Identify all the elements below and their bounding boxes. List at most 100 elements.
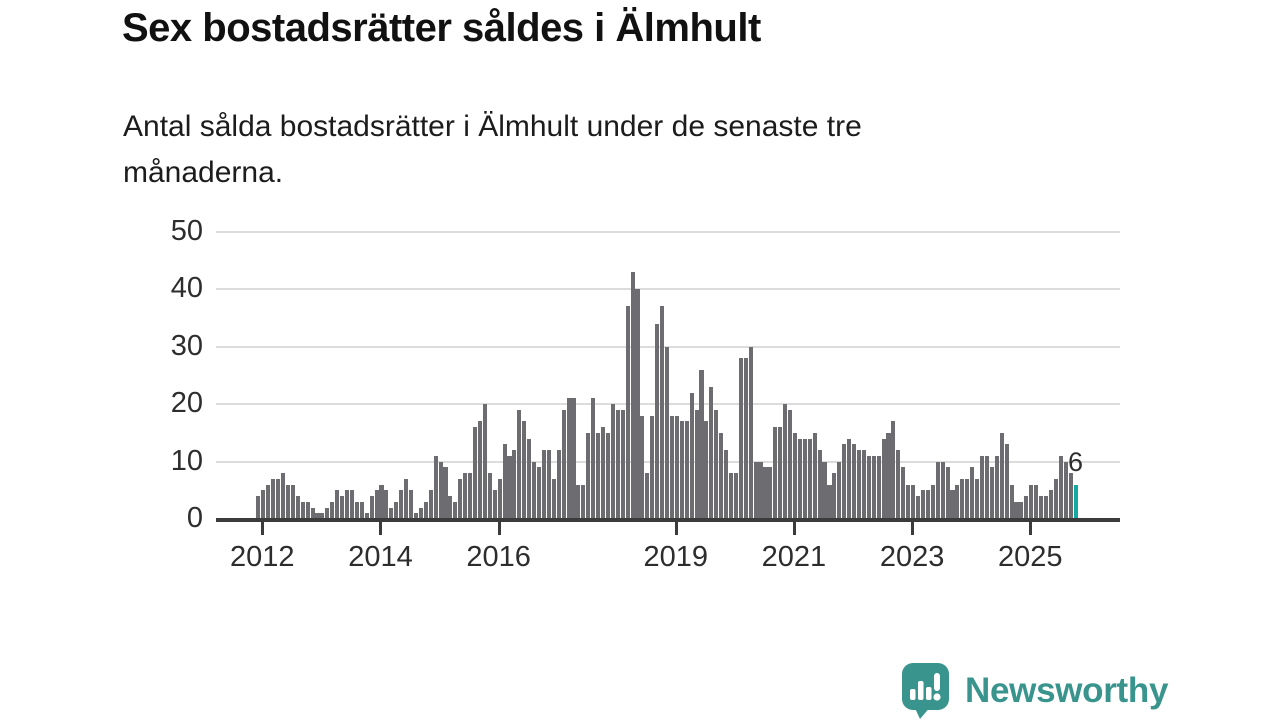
bar — [930, 484, 935, 519]
bar — [487, 473, 492, 519]
bar — [285, 484, 291, 519]
bar — [586, 432, 591, 519]
x-axis-label-2014: 2014 — [348, 541, 413, 573]
bar — [541, 450, 546, 519]
bar — [276, 478, 281, 519]
bar — [335, 490, 340, 519]
bar — [635, 289, 640, 519]
bar — [369, 496, 374, 519]
bar — [733, 473, 738, 519]
bar — [758, 461, 763, 519]
bar — [413, 513, 418, 519]
gridline-40 — [216, 288, 1120, 290]
bar — [955, 484, 960, 519]
bar — [561, 409, 566, 519]
gridline-50 — [216, 230, 1120, 233]
bar — [458, 478, 463, 519]
bar — [551, 478, 556, 519]
bar — [679, 421, 684, 519]
bar — [1048, 490, 1054, 519]
bar — [527, 438, 532, 519]
bar — [428, 490, 433, 519]
bar — [472, 427, 478, 519]
bar — [881, 438, 886, 519]
bar — [546, 450, 551, 519]
bar — [655, 323, 660, 519]
bar — [384, 490, 389, 519]
bar — [394, 501, 399, 519]
bar — [512, 450, 517, 519]
bar — [507, 455, 512, 519]
bar — [684, 421, 689, 519]
bar — [748, 346, 753, 519]
bar — [556, 450, 561, 519]
bar — [812, 432, 817, 519]
bar — [891, 421, 896, 519]
bar — [906, 484, 911, 519]
bar — [689, 392, 694, 519]
bar — [566, 398, 571, 519]
bar — [694, 409, 699, 519]
bar — [792, 432, 798, 519]
bar — [1053, 478, 1058, 519]
y-axis-label-20: 20 — [170, 387, 203, 419]
y-axis-label-10: 10 — [170, 444, 203, 477]
bar — [517, 409, 522, 519]
bar — [797, 438, 802, 519]
bar — [404, 478, 409, 519]
bar — [256, 496, 261, 519]
bar — [916, 496, 921, 519]
bar — [650, 415, 655, 519]
y-axis-label-30: 30 — [170, 329, 203, 362]
x-tick-2021 — [792, 522, 796, 535]
x-axis-label-2025: 2025 — [997, 541, 1063, 573]
bar — [817, 450, 822, 519]
bar — [1004, 444, 1009, 519]
bar — [911, 484, 916, 519]
bar — [379, 484, 384, 519]
bar — [832, 473, 837, 519]
bar — [856, 450, 862, 519]
bar — [1009, 484, 1014, 519]
bar — [975, 478, 980, 519]
bar — [359, 501, 364, 519]
bar — [320, 513, 325, 519]
bar — [399, 490, 404, 519]
bar — [901, 467, 906, 519]
bar — [935, 461, 940, 519]
bar — [807, 438, 812, 519]
x-tick-2012 — [261, 522, 265, 535]
bar — [847, 438, 852, 519]
bar — [300, 501, 305, 519]
bar — [980, 455, 985, 519]
newsworthy-logo[interactable]: Newsworthy — [901, 662, 1168, 720]
bar — [576, 484, 581, 519]
chart-subtitle: Antal sålda bostadsrätter i Älmhult unde… — [123, 104, 862, 196]
bar — [1029, 484, 1034, 519]
bar — [714, 409, 719, 519]
bar — [945, 467, 950, 519]
bar — [610, 404, 615, 519]
bar — [536, 467, 542, 519]
bar — [640, 415, 645, 519]
bar — [497, 478, 502, 519]
bar — [1058, 455, 1063, 519]
bar — [463, 473, 468, 519]
bar — [581, 484, 586, 519]
bar — [984, 455, 990, 519]
bar — [630, 271, 635, 519]
x-tick-2014 — [379, 522, 383, 535]
bar — [615, 409, 620, 519]
bar — [709, 386, 714, 519]
bar — [330, 501, 335, 519]
bar — [822, 461, 827, 519]
bar — [438, 461, 443, 519]
bar — [389, 507, 394, 519]
bar — [965, 478, 970, 519]
bar — [876, 455, 881, 519]
bar — [861, 450, 866, 519]
bar — [605, 432, 610, 519]
bar — [266, 484, 271, 519]
bar — [325, 507, 330, 519]
